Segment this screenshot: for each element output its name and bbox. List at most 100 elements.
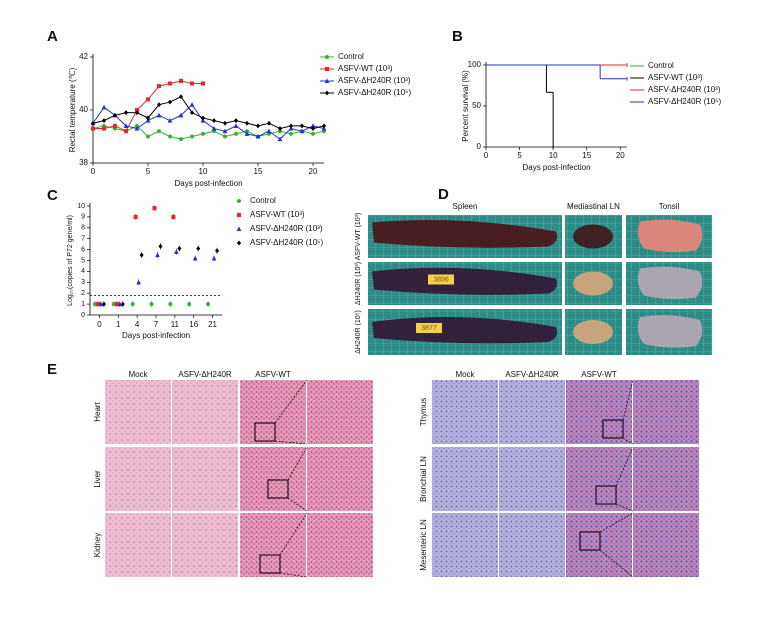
marker [324,54,330,60]
marker [222,128,228,134]
x-tick-label: 7 [154,320,159,329]
y-tick-label: 7 [81,236,85,243]
micrograph [499,380,565,444]
y-axis-label: Rectal temperature (℃) [68,67,77,152]
legend-label: ASFV-ΔH240R (10⁵) [338,88,411,97]
x-tick-label: 1 [116,320,121,329]
micrograph [499,513,565,577]
tonsil [637,315,703,348]
marker [324,90,330,96]
panel-letter: D [438,186,449,203]
series-line [92,103,325,140]
row-label: Bronchial LN [419,456,428,502]
marker [236,226,242,232]
marker [214,248,220,254]
zoom-line [274,379,308,424]
marker [171,214,176,219]
marker [178,94,184,100]
marker [145,134,151,139]
marker [288,131,294,136]
y-tick-label: 0 [81,312,85,319]
row-label: Heart [93,401,102,421]
marker [206,302,211,307]
legend-label: ASFV-WT (10³) [338,64,393,73]
marker [152,206,157,211]
marker [112,112,118,118]
marker [155,252,160,258]
zoom-box [595,485,617,505]
marker [266,120,272,126]
marker [167,99,173,105]
marker [200,131,206,136]
column-header: Mediastinal LN [567,202,620,211]
x-axis-label: Days post-infection [174,179,242,188]
marker [233,131,239,136]
x-tick-label: 0 [484,151,489,160]
column-header: Spleen [453,202,478,211]
y-tick-label: 38 [79,158,88,167]
x-tick-label: 5 [146,167,151,176]
marker [112,123,118,128]
marker [211,118,217,124]
marker [211,125,217,131]
zoom-box [259,554,281,574]
marker [233,118,239,124]
marker [156,112,162,118]
marker [90,126,96,131]
x-tick-label: 15 [254,167,263,176]
y-tick-label: 5 [81,257,85,264]
y-tick-label: 2 [81,290,85,297]
y-tick-label: 42 [79,52,88,61]
marker [255,123,261,129]
zoom-line [274,440,308,445]
marker [244,120,250,126]
spleen [372,267,557,295]
marker [310,131,316,136]
row-label: Mesenteric LN [419,519,428,571]
x-axis-label: Days post-infection [122,331,190,340]
marker [173,249,179,254]
marker [189,110,195,116]
marker [236,240,242,246]
micrograph [240,513,306,577]
legend-label: ASFV-ΔH240R (10³) [250,224,323,233]
marker [277,136,283,142]
y-tick-label: 3 [81,279,85,286]
tonsil [637,266,703,300]
micrograph [307,513,373,577]
zoom-line [279,572,308,578]
marker [149,302,154,307]
y-tick-label: 0 [477,142,482,151]
marker [101,301,107,307]
zoom-box [602,419,624,439]
micrograph [633,447,699,511]
x-tick-label: 21 [208,320,217,329]
marker [192,255,198,261]
micrograph [566,513,632,577]
micrograph [240,380,306,444]
micrograph [105,447,171,511]
zoom-line [287,497,308,512]
marker [156,84,162,89]
marker [324,78,330,84]
marker [236,198,242,204]
marker [189,101,195,107]
marker [299,128,305,134]
zoom-line [599,549,634,578]
micrograph [105,380,171,444]
marker [277,125,283,132]
micrograph [432,380,498,444]
series-line [93,80,203,132]
micrograph [432,513,498,577]
marker [200,115,206,121]
x-tick-label: 11 [171,320,180,329]
marker [266,128,272,134]
column-header: ASFV-ΔH240R [505,370,559,379]
micrograph [633,513,699,577]
panel-letter: A [47,28,58,45]
marker [167,81,173,86]
series-line [92,96,325,130]
marker [145,115,151,121]
marker [167,117,173,123]
